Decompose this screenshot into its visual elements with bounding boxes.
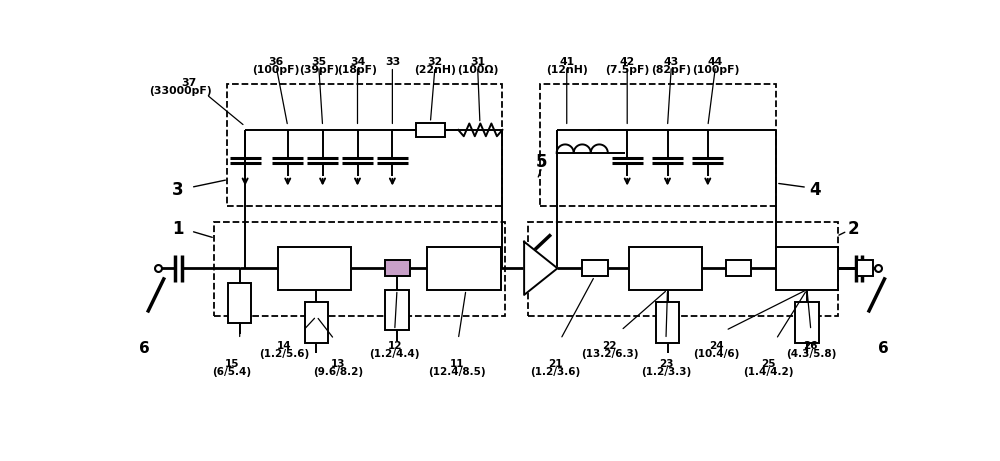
- Text: 2: 2: [848, 220, 859, 238]
- Text: 24: 24: [709, 341, 724, 351]
- Text: (1.2/3.6): (1.2/3.6): [530, 367, 580, 377]
- Text: 6: 6: [878, 341, 888, 356]
- Bar: [385, 290, 409, 331]
- Text: (100Ω): (100Ω): [457, 65, 498, 75]
- Text: (39pF): (39pF): [299, 65, 339, 75]
- Text: (1.2/4.4): (1.2/4.4): [369, 349, 420, 359]
- Text: 32: 32: [427, 57, 443, 67]
- Text: 4: 4: [809, 181, 821, 199]
- Text: 5: 5: [536, 153, 548, 171]
- Text: 42: 42: [620, 57, 635, 67]
- Text: (12nH): (12nH): [546, 65, 588, 75]
- Polygon shape: [524, 242, 557, 295]
- Bar: [228, 283, 251, 323]
- Text: 43: 43: [664, 57, 679, 67]
- Text: 35: 35: [311, 57, 326, 67]
- Text: 1: 1: [172, 220, 183, 238]
- Text: (13.2/6.3): (13.2/6.3): [581, 349, 638, 359]
- Text: (18pF): (18pF): [338, 65, 377, 75]
- Text: (33000pF): (33000pF): [149, 86, 212, 96]
- Text: 22: 22: [602, 341, 617, 351]
- Text: (1.2/3.3): (1.2/3.3): [641, 367, 691, 377]
- Text: 11: 11: [449, 359, 464, 369]
- Text: (1.4/4.2): (1.4/4.2): [743, 367, 794, 377]
- Bar: [305, 302, 328, 343]
- Text: 3: 3: [172, 181, 184, 199]
- Text: (100pF): (100pF): [692, 65, 739, 75]
- Bar: [528, 222, 838, 316]
- Bar: [278, 247, 351, 290]
- Text: 36: 36: [268, 57, 284, 67]
- Bar: [227, 84, 502, 206]
- Bar: [582, 260, 608, 276]
- Text: (22nH): (22nH): [414, 65, 456, 75]
- Bar: [726, 260, 751, 276]
- Bar: [385, 260, 410, 276]
- Text: (6/5.4): (6/5.4): [212, 367, 252, 377]
- Text: (9.6/8.2): (9.6/8.2): [313, 367, 363, 377]
- Text: 21: 21: [548, 359, 562, 369]
- Text: 41: 41: [559, 57, 574, 67]
- Bar: [416, 123, 445, 137]
- Text: (10.4/6): (10.4/6): [693, 349, 740, 359]
- Text: (1.2/5.6): (1.2/5.6): [259, 349, 309, 359]
- Bar: [629, 247, 702, 290]
- Text: 34: 34: [350, 57, 365, 67]
- Text: 13: 13: [331, 359, 345, 369]
- Text: 37: 37: [181, 78, 196, 89]
- Text: (12.4/8.5): (12.4/8.5): [428, 367, 486, 377]
- Bar: [427, 247, 501, 290]
- Text: (82pF): (82pF): [651, 65, 691, 75]
- Bar: [540, 84, 776, 206]
- Text: (100pF): (100pF): [252, 65, 300, 75]
- Text: 23: 23: [659, 359, 673, 369]
- Text: 14: 14: [277, 341, 291, 351]
- Bar: [214, 222, 505, 316]
- Text: 26: 26: [804, 341, 818, 351]
- Text: 33: 33: [385, 57, 400, 67]
- Text: (4.3/5.8): (4.3/5.8): [786, 349, 836, 359]
- Bar: [656, 302, 679, 343]
- Text: 25: 25: [761, 359, 776, 369]
- Text: 44: 44: [708, 57, 723, 67]
- Text: (7.5pF): (7.5pF): [605, 65, 649, 75]
- Bar: [776, 247, 838, 290]
- Text: 6: 6: [139, 341, 150, 356]
- Text: 31: 31: [470, 57, 485, 67]
- Text: 12: 12: [387, 341, 402, 351]
- Bar: [795, 302, 819, 343]
- Text: 15: 15: [225, 359, 239, 369]
- Bar: [857, 260, 873, 276]
